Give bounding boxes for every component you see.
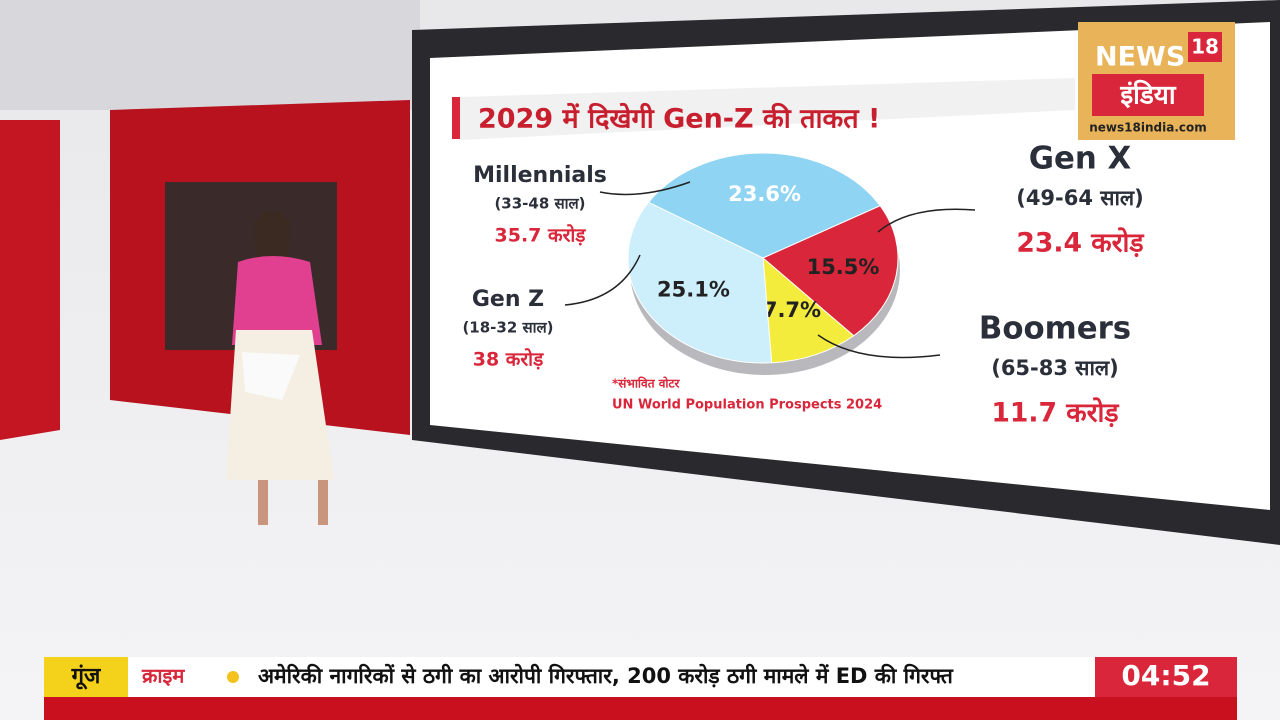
- voter-count: 35.7 करोड़: [495, 224, 587, 247]
- age-range: (33-48 साल): [494, 195, 585, 213]
- logo-url: news18india.com: [1089, 121, 1207, 135]
- ceiling: [0, 0, 420, 110]
- title-band: [460, 78, 1075, 140]
- group-name: Gen Z: [472, 287, 544, 312]
- clock: 04:52: [1121, 659, 1210, 692]
- blouse: [232, 256, 322, 345]
- title-accent: [452, 97, 460, 139]
- labels: Millennials (33-48 साल) 35.7 करोड़ Gen X (49…: [462, 141, 1144, 429]
- clock-box: [1095, 657, 1237, 697]
- arrow: [564, 254, 641, 306]
- note: *संभावित वोटर: [612, 377, 681, 391]
- paper: [242, 352, 300, 400]
- voter-count: 11.7 करोड़: [991, 397, 1119, 429]
- pie: 23.6% 15.5% 7.7% 25.1%: [627, 152, 899, 364]
- ticker-category: क्राइम: [141, 664, 185, 688]
- group-name: Gen X: [1029, 141, 1132, 177]
- group-name: Millennials: [473, 163, 607, 188]
- arrow: [599, 181, 691, 196]
- leg: [318, 480, 328, 525]
- pie-slice: [647, 152, 881, 259]
- logo-num: 18: [1191, 35, 1219, 59]
- voter-count: 23.4 करोड़: [1016, 227, 1144, 259]
- ticker-dot: [227, 671, 239, 683]
- chart-title: 2029 में दिखेगी Gen-Z की ताकत !: [478, 103, 880, 135]
- ticker-tag-box: [44, 657, 128, 697]
- slice-label: 7.7%: [763, 298, 821, 322]
- pie-slice: [762, 256, 855, 364]
- logo-hindi-box: [1092, 74, 1204, 116]
- ticker-strip: [44, 697, 1237, 720]
- age-range: (49-64 साल): [1016, 186, 1144, 210]
- group-name: Boomers: [979, 311, 1131, 347]
- age-range: (18-32 साल): [462, 319, 553, 337]
- voter-count: 38 करोड़: [473, 348, 544, 371]
- pie-slice: [627, 201, 773, 364]
- slice-label: 25.1%: [657, 277, 730, 301]
- hair: [254, 211, 290, 262]
- leg: [258, 480, 268, 525]
- arrow: [817, 334, 941, 359]
- source: UN World Population Prospects 2024: [612, 398, 882, 413]
- ticker-tag: गूंज: [71, 664, 102, 690]
- slice-label: 23.6%: [728, 182, 801, 206]
- red-wall-left: [0, 120, 60, 440]
- arrows: [564, 181, 976, 359]
- slice-label: 15.5%: [807, 255, 880, 279]
- pie-slice: [762, 205, 899, 337]
- arrow: [877, 208, 976, 233]
- ticker-headline: अमेरिकी नागरिकों से ठगी का आरोपी गिरफ्ता…: [258, 663, 954, 688]
- logo-num-box: [1188, 32, 1222, 62]
- age-range: (65-83 साल): [991, 356, 1119, 380]
- presenter: [226, 211, 334, 525]
- logo-hindi: इंडिया: [1119, 80, 1176, 111]
- ticker-bar: [44, 657, 1237, 697]
- logo-news: NEWS: [1095, 42, 1185, 73]
